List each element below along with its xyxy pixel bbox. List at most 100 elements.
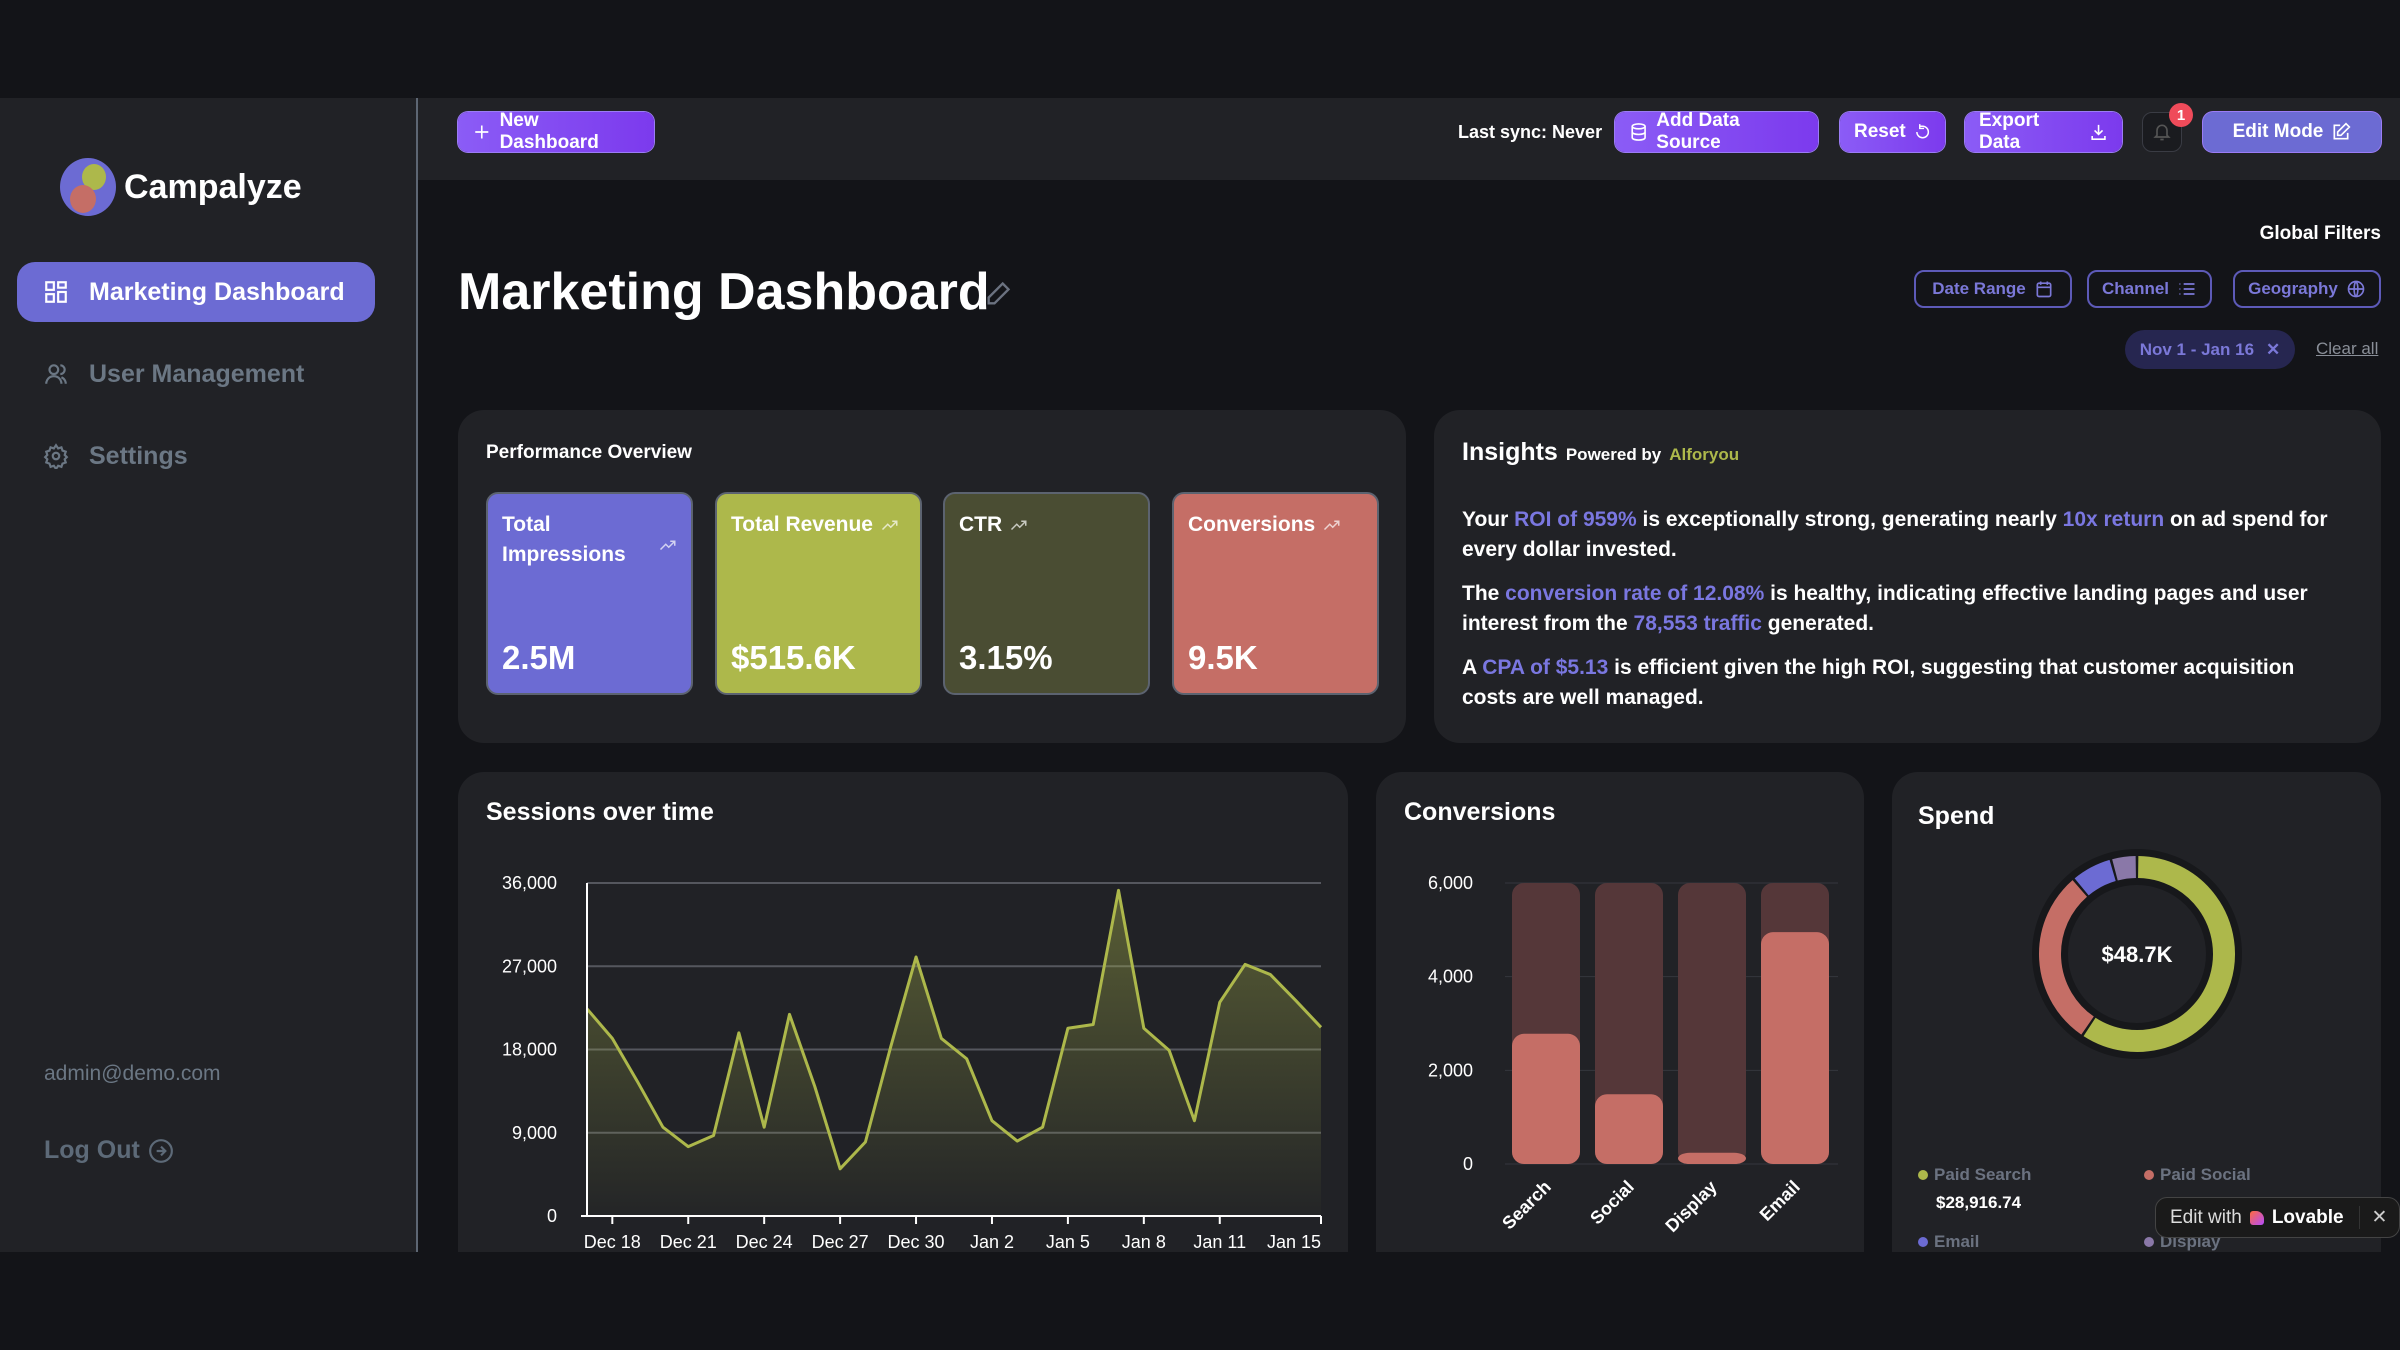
insight-paragraph: Your ROI of 959% is exceptionally strong…	[1462, 505, 2353, 565]
insight-text: is exceptionally strong, generating near…	[1636, 508, 2063, 531]
insight-highlight: 78,553 traffic	[1633, 612, 1762, 635]
x-tick-label: Dec 21	[660, 1232, 717, 1252]
sidebar-item-user-management[interactable]: User Management	[17, 344, 375, 404]
last-sync-status: Last sync: Never	[1458, 122, 1603, 142]
close-icon[interactable]: ✕	[2266, 339, 2281, 359]
chart-title: Conversions	[1404, 798, 1556, 826]
kpi-card[interactable]: Total Revenue $515.6K	[715, 492, 922, 695]
badge-prefix: Edit with	[2170, 1206, 2242, 1228]
card-title: Performance Overview	[486, 442, 692, 463]
badge-brand: Lovable	[2271, 1206, 2344, 1228]
bar-background	[1678, 883, 1746, 1164]
edit-mode-label: Edit Mode	[2232, 121, 2324, 142]
bar-social	[1595, 1094, 1663, 1164]
edit-icon	[2333, 122, 2351, 140]
x-tick-label: Social	[1586, 1177, 1638, 1229]
clear-all-link[interactable]: Clear all	[2316, 339, 2379, 358]
x-tick-label: Search	[1498, 1177, 1555, 1234]
top-bar: New Dashboard Last sync: Never Add Data …	[418, 98, 2400, 180]
x-tick-label: Dec 27	[812, 1232, 869, 1252]
arrow-right-circle-icon	[148, 1138, 173, 1163]
bell-icon	[2153, 124, 2171, 141]
x-tick-label: Dec 30	[888, 1232, 945, 1252]
kpi-card[interactable]: CTR 3.15%	[943, 492, 1150, 695]
channel-filter[interactable]: Channel	[2087, 270, 2212, 308]
add-data-source-button[interactable]: Add Data Source	[1615, 110, 1818, 153]
date-range-filter[interactable]: Date Range	[1914, 270, 2072, 308]
database-icon	[1631, 123, 1646, 141]
kpi-card[interactable]: Conversions 9.5K	[1172, 492, 1379, 695]
new-dashboard-label: New Dashboard	[499, 110, 599, 153]
kpi-card[interactable]: Total Impressions 2.5M	[486, 492, 693, 695]
new-dashboard-button[interactable]: New Dashboard	[458, 110, 654, 153]
kpi-value: 3.15%	[959, 639, 1053, 676]
notification-badge: 1	[2169, 103, 2193, 127]
performance-overview-card: Performance Overview Total Impressions 2.…	[458, 410, 1406, 743]
legend-email: Email	[1918, 1232, 1979, 1252]
y-tick-label: 0	[547, 1206, 557, 1226]
powered-by-label: Powered by	[1565, 445, 1662, 464]
insight-text: is efficient given the high ROI, suggest…	[1462, 656, 2295, 709]
insight-text: A	[1462, 656, 1483, 679]
notifications-button[interactable]: 1	[2142, 103, 2193, 152]
edit-mode-button[interactable]: Edit Mode	[2203, 112, 2381, 152]
brand-name: Campalyze	[124, 167, 302, 206]
legend-label: Paid Social	[2160, 1165, 2251, 1184]
plus-icon	[475, 125, 489, 139]
close-icon[interactable]: ✕	[2359, 1206, 2399, 1229]
date-range-label: Date Range	[1932, 279, 2026, 298]
provider-name: Alforyou	[1669, 445, 1740, 464]
list-icon	[2179, 283, 2195, 295]
insight-highlight: ROI of 959%	[1514, 508, 1637, 531]
chip-label: Nov 1 - Jan 16	[2139, 339, 2255, 359]
y-tick-label: 6,000	[1428, 873, 1473, 893]
reset-label: Reset	[1854, 121, 1906, 142]
legend-paid-social: Paid Social	[2144, 1165, 2251, 1185]
channel-label: Channel	[2101, 279, 2170, 298]
edit-with-lovable-badge[interactable]: Edit with Lovable ✕	[2155, 1197, 2400, 1238]
page-title: Marketing Dashboard	[458, 263, 990, 321]
legend-label: Email	[1934, 1232, 1980, 1251]
trending-up-icon	[659, 540, 676, 551]
chart-title: Sessions over time	[486, 798, 714, 826]
bar-search	[1512, 1033, 1580, 1164]
sidebar: Campalyze Marketing Dashboard User Manag…	[0, 98, 418, 1252]
trending-up-icon	[881, 520, 898, 531]
insight-paragraph: A CPA of $5.13 is efficient given the hi…	[1462, 653, 2353, 713]
grid-icon	[45, 281, 67, 303]
y-tick-label: 36,000	[502, 873, 557, 893]
download-icon	[2091, 124, 2106, 140]
legend-paid-search: Paid Search	[1918, 1165, 2031, 1185]
window-bottom-band	[0, 1252, 2400, 1350]
x-tick-label: Dec 24	[736, 1232, 793, 1252]
x-tick-label: Jan 11	[1193, 1232, 1246, 1252]
sidebar-item-label: Marketing Dashboard	[89, 277, 345, 306]
kpi-label: Total Impressions	[502, 513, 626, 566]
sidebar-item-settings[interactable]: Settings	[17, 426, 375, 486]
x-tick-label: Dec 18	[584, 1232, 641, 1252]
insight-text: generated.	[1761, 612, 1874, 635]
logout-button[interactable]: Log Out	[44, 1136, 174, 1165]
y-tick-label: 4,000	[1428, 967, 1473, 987]
geography-filter[interactable]: Geography	[2233, 270, 2381, 308]
users-icon	[45, 364, 67, 384]
export-data-button[interactable]: Export Data	[1965, 110, 2122, 153]
active-filter-chip[interactable]: Nov 1 - Jan 16 ✕	[2125, 330, 2295, 369]
sidebar-item-marketing-dashboard[interactable]: Marketing Dashboard	[17, 262, 375, 322]
bar-background	[1595, 883, 1663, 1164]
reset-button[interactable]: Reset	[1840, 112, 1945, 152]
user-email: admin@demo.com	[44, 1062, 221, 1085]
global-filters-heading: Global Filters	[2259, 223, 2381, 244]
pencil-icon[interactable]	[984, 280, 1012, 308]
sessions-area	[587, 890, 1321, 1216]
calendar-icon	[2036, 281, 2052, 298]
insight-text: is healthy, indicating effective landing…	[1462, 582, 2308, 635]
kpi-label: Total Revenue	[731, 513, 873, 536]
y-tick-label: 0	[1463, 1154, 1473, 1174]
logo[interactable]: Campalyze	[60, 158, 302, 216]
logout-label: Log Out	[44, 1136, 140, 1164]
kpi-value: $515.6K	[731, 639, 856, 676]
x-tick-label: Jan 15	[1267, 1232, 1321, 1252]
donut-slice-email	[2074, 859, 2117, 896]
